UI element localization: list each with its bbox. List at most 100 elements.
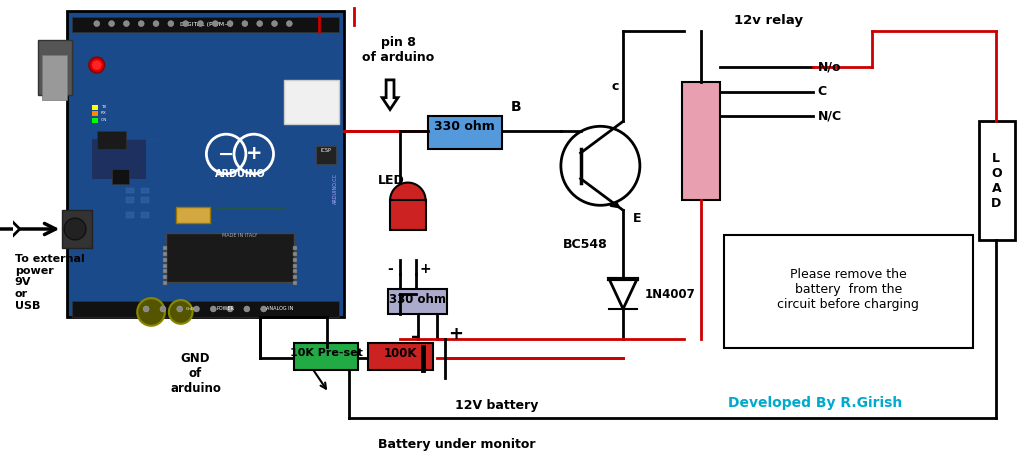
Circle shape	[177, 306, 182, 312]
Bar	[62, 210, 92, 248]
Bar	[428, 117, 502, 149]
Circle shape	[227, 21, 233, 27]
Text: Developed By R.Girish: Developed By R.Girish	[727, 396, 902, 410]
Circle shape	[109, 21, 115, 27]
Bar	[316, 146, 336, 164]
Circle shape	[137, 298, 165, 326]
Bar	[166, 233, 294, 282]
Bar	[92, 118, 97, 123]
Text: 1N4007: 1N4007	[645, 287, 695, 301]
Text: GnD: GnD	[186, 307, 196, 311]
Text: RX: RX	[100, 112, 106, 116]
Bar	[163, 276, 167, 279]
FancyArrow shape	[0, 219, 19, 239]
Bar	[141, 197, 150, 203]
Text: -: -	[387, 262, 393, 276]
Bar	[163, 270, 167, 273]
Circle shape	[287, 21, 292, 27]
Bar	[42, 55, 68, 100]
Circle shape	[182, 21, 188, 27]
Text: MADE IN ITALY: MADE IN ITALY	[222, 234, 258, 239]
Circle shape	[124, 21, 129, 27]
Bar	[68, 11, 344, 317]
Text: 330 ohm: 330 ohm	[389, 292, 446, 306]
Text: LED: LED	[378, 174, 404, 187]
Text: POWER: POWER	[216, 307, 234, 312]
Bar	[92, 105, 97, 110]
Bar	[141, 187, 150, 193]
Text: −: −	[218, 144, 234, 164]
Text: pin 8
of arduino: pin 8 of arduino	[361, 36, 434, 64]
Circle shape	[92, 60, 101, 70]
Bar	[163, 246, 167, 250]
Circle shape	[198, 21, 204, 27]
Text: +: +	[246, 144, 262, 164]
Text: T16.000: T16.000	[181, 213, 204, 218]
Circle shape	[160, 306, 166, 312]
Text: Please remove the
battery  from the
circuit before charging: Please remove the battery from the circu…	[777, 268, 920, 311]
Bar	[294, 343, 358, 370]
Text: ICSP: ICSP	[321, 149, 332, 154]
Bar	[126, 187, 134, 193]
Bar	[724, 235, 973, 349]
Bar	[369, 343, 432, 370]
Text: TX: TX	[100, 105, 106, 109]
Text: ARDUINO.CC: ARDUINO.CC	[333, 173, 338, 204]
Text: 330 ohm: 330 ohm	[434, 120, 495, 133]
Bar	[293, 282, 297, 285]
Text: B: B	[511, 100, 522, 113]
Text: ANALOG IN: ANALOG IN	[266, 307, 293, 312]
Bar	[141, 212, 150, 218]
Circle shape	[212, 21, 218, 27]
FancyArrow shape	[382, 80, 398, 110]
Bar	[126, 212, 134, 218]
Text: c: c	[611, 80, 618, 93]
Circle shape	[169, 300, 193, 324]
Circle shape	[210, 306, 216, 312]
Text: +: +	[447, 324, 463, 343]
Circle shape	[94, 21, 99, 27]
Bar	[112, 169, 129, 184]
Polygon shape	[609, 279, 637, 309]
Circle shape	[168, 21, 174, 27]
Bar	[388, 289, 447, 314]
Circle shape	[244, 306, 250, 312]
Bar	[163, 264, 167, 267]
Bar	[38, 40, 72, 95]
Text: C: C	[817, 85, 826, 98]
Text: To external
power
9V
or
USB: To external power 9V or USB	[14, 254, 85, 310]
Bar	[72, 17, 339, 32]
Bar	[97, 131, 126, 149]
Bar	[293, 270, 297, 273]
Bar	[293, 276, 297, 279]
Circle shape	[242, 21, 248, 27]
Bar	[126, 197, 134, 203]
Text: DIGITAL (PWM~): DIGITAL (PWM~)	[179, 22, 231, 27]
Text: L
O
A
D: L O A D	[991, 152, 1001, 210]
Circle shape	[153, 21, 159, 27]
Bar	[682, 82, 720, 200]
Circle shape	[89, 57, 104, 73]
Bar	[293, 258, 297, 261]
Bar	[293, 264, 297, 267]
Text: ON: ON	[100, 118, 106, 122]
Text: 10K Pre-set: 10K Pre-set	[291, 348, 364, 358]
Bar	[163, 252, 167, 255]
Text: GND
of
arduino: GND of arduino	[170, 352, 221, 395]
Text: Battery under monitor: Battery under monitor	[379, 438, 536, 451]
Text: 12v relay: 12v relay	[733, 14, 803, 27]
Text: 12V battery: 12V battery	[455, 399, 539, 412]
Circle shape	[138, 21, 144, 27]
Circle shape	[65, 218, 86, 240]
Bar	[285, 80, 339, 124]
Circle shape	[271, 21, 278, 27]
Text: BC548: BC548	[563, 238, 608, 251]
Bar	[92, 112, 97, 117]
Text: E: E	[633, 212, 641, 225]
Bar	[72, 301, 339, 317]
Circle shape	[194, 306, 200, 312]
Bar	[293, 252, 297, 255]
Circle shape	[561, 126, 640, 205]
Text: N/o: N/o	[817, 60, 841, 74]
Text: 100K: 100K	[384, 347, 418, 360]
